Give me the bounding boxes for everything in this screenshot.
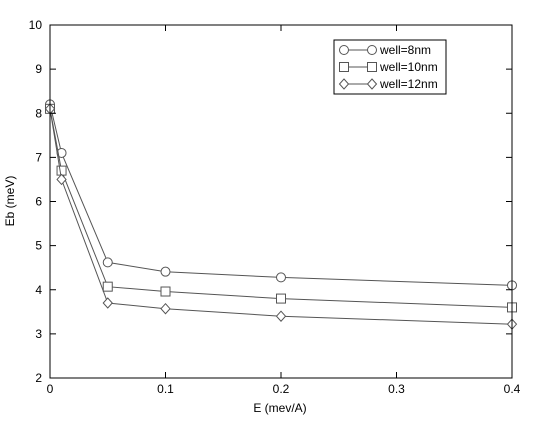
series-line-1 bbox=[49, 104, 513, 286]
legend-label: well=10nm bbox=[379, 60, 438, 74]
plot-area bbox=[44, 99, 518, 330]
data-point-square bbox=[276, 293, 286, 304]
x-axis-label: E (mev/A) bbox=[253, 401, 306, 415]
data-point-circle bbox=[276, 272, 286, 283]
legend-marker-diamond bbox=[338, 78, 350, 90]
data-point-square bbox=[102, 281, 113, 292]
data-point-circle bbox=[160, 266, 171, 277]
series-line-2 bbox=[49, 108, 513, 308]
x-tick-label: 0 bbox=[47, 382, 54, 396]
legend-marker-square bbox=[339, 62, 349, 72]
axes: 0 0.1 0.2 0.3 0.4 2 3 4 5 6 7 8 9 10 bbox=[29, 18, 521, 396]
legend-label: well=8nm bbox=[379, 43, 431, 57]
series-line-3 bbox=[49, 108, 513, 325]
data-point-diamond bbox=[56, 173, 67, 186]
y-tick-label: 6 bbox=[35, 195, 42, 209]
legend-marker-square bbox=[367, 62, 377, 72]
legend-label: well=12nm bbox=[379, 77, 438, 91]
y-tick-label: 4 bbox=[35, 283, 42, 297]
legend: well=8nm well=10nm well=12nm bbox=[333, 39, 447, 95]
data-point-diamond bbox=[275, 310, 287, 322]
x-tick-label: 0.2 bbox=[273, 382, 290, 396]
y-tick-label: 9 bbox=[35, 62, 42, 76]
y-tick-label: 2 bbox=[35, 371, 42, 385]
legend-marker-circle bbox=[367, 45, 377, 55]
data-point-circle bbox=[102, 257, 113, 268]
data-point-square bbox=[160, 286, 171, 297]
x-tick-label: 0.1 bbox=[157, 382, 174, 396]
legend-marker-diamond bbox=[366, 78, 378, 90]
y-tick-label: 8 bbox=[35, 106, 42, 120]
y-tick-label: 10 bbox=[29, 18, 43, 32]
legend-marker-circle bbox=[339, 45, 349, 55]
x-tick-label: 0.3 bbox=[388, 382, 405, 396]
y-tick-label: 5 bbox=[35, 239, 42, 253]
data-point-diamond bbox=[102, 297, 113, 309]
x-tick-label: 0.4 bbox=[504, 382, 521, 396]
y-tick-label: 7 bbox=[35, 150, 42, 164]
y-axis-label: Eb (meV) bbox=[3, 176, 17, 227]
data-point-diamond bbox=[160, 302, 171, 315]
y-tick-label: 3 bbox=[35, 327, 42, 341]
